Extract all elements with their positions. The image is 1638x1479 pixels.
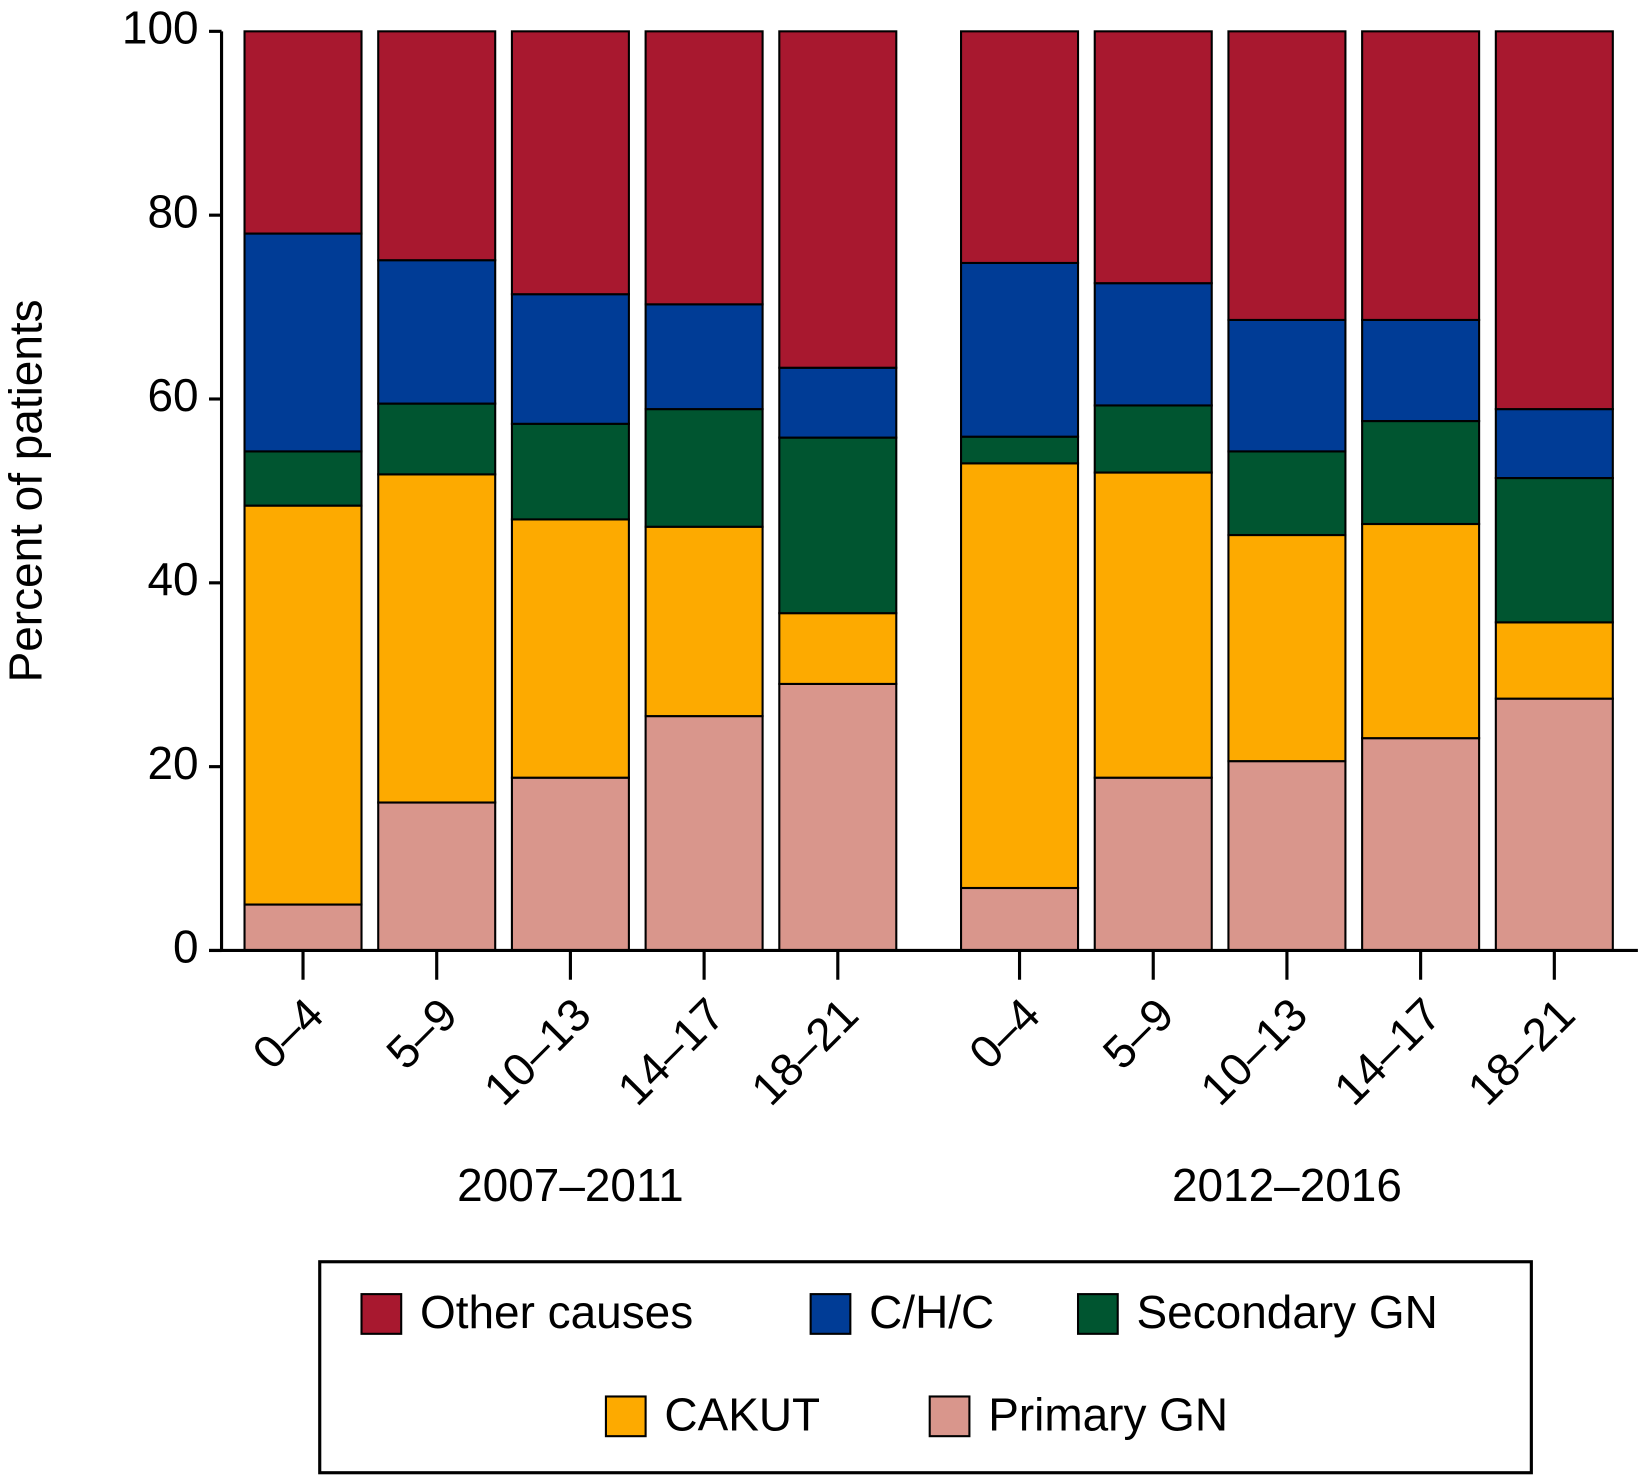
bar-segment [644,408,764,528]
bar-segment [1093,30,1213,285]
bar-segment [960,261,1080,438]
bar-segment [1227,533,1347,763]
bar-segment [1361,420,1481,526]
legend-label: Other causes [420,1286,693,1338]
bar-segment [644,715,764,952]
legend-swatch [1076,1293,1119,1335]
y-axis-title: Percent of patients [0,299,52,682]
bar-segment [1494,408,1614,480]
group-label: 2007–2011 [457,1159,684,1211]
bar-segment [243,903,363,952]
bar-segment [510,30,630,296]
legend-label: Secondary GN [1137,1286,1438,1338]
bar-segment [377,402,497,476]
x-tick-label: 5–9 [1093,988,1184,1079]
bar-segment [1494,697,1614,952]
bar-segment [960,462,1080,890]
bar-segment [960,435,1080,465]
bar-segment [1093,404,1213,474]
bar-segment [644,303,764,411]
x-tick-label: 0–4 [242,988,333,1079]
bar-segment [1361,30,1481,321]
bar-segment [1093,282,1213,407]
bar-segment [1227,760,1347,952]
bar-segment [377,30,497,262]
bar-segment [377,259,497,405]
legend-swatch [360,1293,403,1335]
bar-segment [1227,30,1347,321]
group-label: 2012–2016 [1172,1159,1402,1211]
bar-segment [778,30,898,369]
y-tick-label: 0 [173,921,199,973]
bar-segment [1361,737,1481,952]
legend-swatch [809,1293,852,1335]
y-tick-label: 100 [122,1,199,53]
x-tick-label: 14–17 [607,988,734,1115]
bar-segment [1093,471,1213,779]
bar-segment [1361,522,1481,740]
x-tick-label: 10–13 [474,988,601,1115]
bar-segment [960,886,1080,952]
y-tick-label: 20 [147,737,198,789]
bar-segment [778,366,898,439]
legend-swatch [604,1395,647,1438]
bar-segment [510,776,630,952]
legend-label: CAKUT [664,1389,820,1441]
x-tick-label: 5–9 [376,988,467,1079]
bar-segment [1494,476,1614,624]
bar-segment [644,30,764,306]
bar-segment [1227,318,1347,453]
bar-segment [377,801,497,952]
bar-segment [1227,450,1347,537]
x-tick-label: 18–21 [741,988,868,1115]
bar-segment [778,612,898,685]
bar-segment [243,504,363,906]
legend-swatch [928,1395,971,1438]
bar-segment [243,232,363,453]
bar-segment [510,518,630,779]
bar-segment [960,30,1080,265]
legend-label: C/H/C [869,1286,994,1338]
bar-segment [243,450,363,507]
x-tick-label: 10–13 [1190,988,1317,1115]
bar-segment [644,525,764,718]
x-tick-label: 14–17 [1324,988,1451,1115]
y-tick-label: 80 [147,185,198,237]
x-tick-label: 0–4 [959,988,1050,1079]
bar-segment [243,30,363,235]
x-tick-label: 18–21 [1457,988,1584,1115]
bar-segment [1361,318,1481,423]
bar-segment [377,473,497,804]
bar-segment [1093,776,1213,952]
bar-segment [778,682,898,952]
y-tick-label: 40 [147,553,198,605]
legend-box [318,1260,1533,1475]
bar-segment [510,422,630,521]
y-tick-label: 60 [147,369,198,421]
bar-segment [510,293,630,425]
bar-segment [1494,30,1614,411]
bar-segment [1494,621,1614,700]
bar-segment [778,436,898,615]
legend-label: Primary GN [988,1389,1228,1441]
